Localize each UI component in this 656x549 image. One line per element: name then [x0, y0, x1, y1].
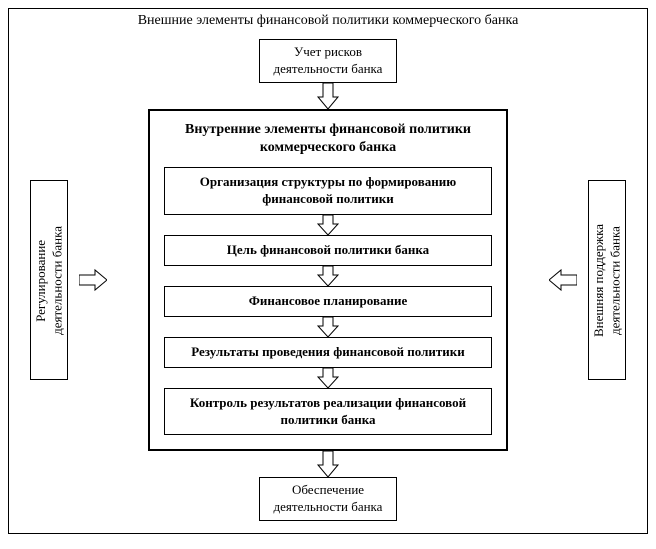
left-box-label: Регулированиедеятельности банка	[33, 226, 66, 335]
bottom-box-label: Обеспечениедеятельности банка	[274, 482, 383, 514]
arrow-down-icon	[316, 451, 340, 477]
arrow-down-icon	[317, 317, 339, 337]
steps-container: Организация структуры по формированию фи…	[164, 167, 492, 435]
arrow-down-icon	[316, 83, 340, 109]
arrow-down-icon	[317, 266, 339, 286]
diagram-layout: Регулированиедеятельности банка Учет рис…	[19, 39, 637, 521]
left-arrow-col	[79, 39, 107, 521]
inner-frame: Внутренние элементы финансовой политики …	[148, 109, 508, 452]
arrow-down-icon	[317, 368, 339, 388]
arrow-left-icon	[549, 268, 577, 292]
outer-frame: Внешние элементы финансовой политики ком…	[8, 8, 648, 534]
bottom-box: Обеспечениедеятельности банка	[259, 477, 398, 521]
left-box: Регулированиедеятельности банка	[30, 180, 68, 380]
right-column: Внешняя поддержкадеятельности банка	[577, 39, 637, 521]
right-box: Внешняя поддержкадеятельности банка	[588, 180, 626, 380]
step-box: Организация структуры по формированию фи…	[164, 167, 492, 215]
top-box: Учет рисковдеятельности банка	[259, 39, 398, 83]
arrow-down-icon	[317, 215, 339, 235]
step-box: Результаты проведения финансовой политик…	[164, 337, 492, 368]
top-box-label: Учет рисковдеятельности банка	[274, 44, 383, 76]
outer-title: Внешние элементы финансовой политики ком…	[19, 13, 637, 29]
step-box: Цель финансовой политики банка	[164, 235, 492, 266]
center-column: Учет рисковдеятельности банка Внутренние…	[107, 39, 549, 521]
arrow-right-icon	[79, 268, 107, 292]
inner-title: Внутренние элементы финансовой политики …	[164, 121, 492, 157]
right-box-label: Внешняя поддержкадеятельности банка	[591, 224, 624, 337]
left-column: Регулированиедеятельности банка	[19, 39, 79, 521]
right-arrow-col	[549, 39, 577, 521]
step-box: Финансовое планирование	[164, 286, 492, 317]
step-box: Контроль результатов реализации финансов…	[164, 388, 492, 436]
